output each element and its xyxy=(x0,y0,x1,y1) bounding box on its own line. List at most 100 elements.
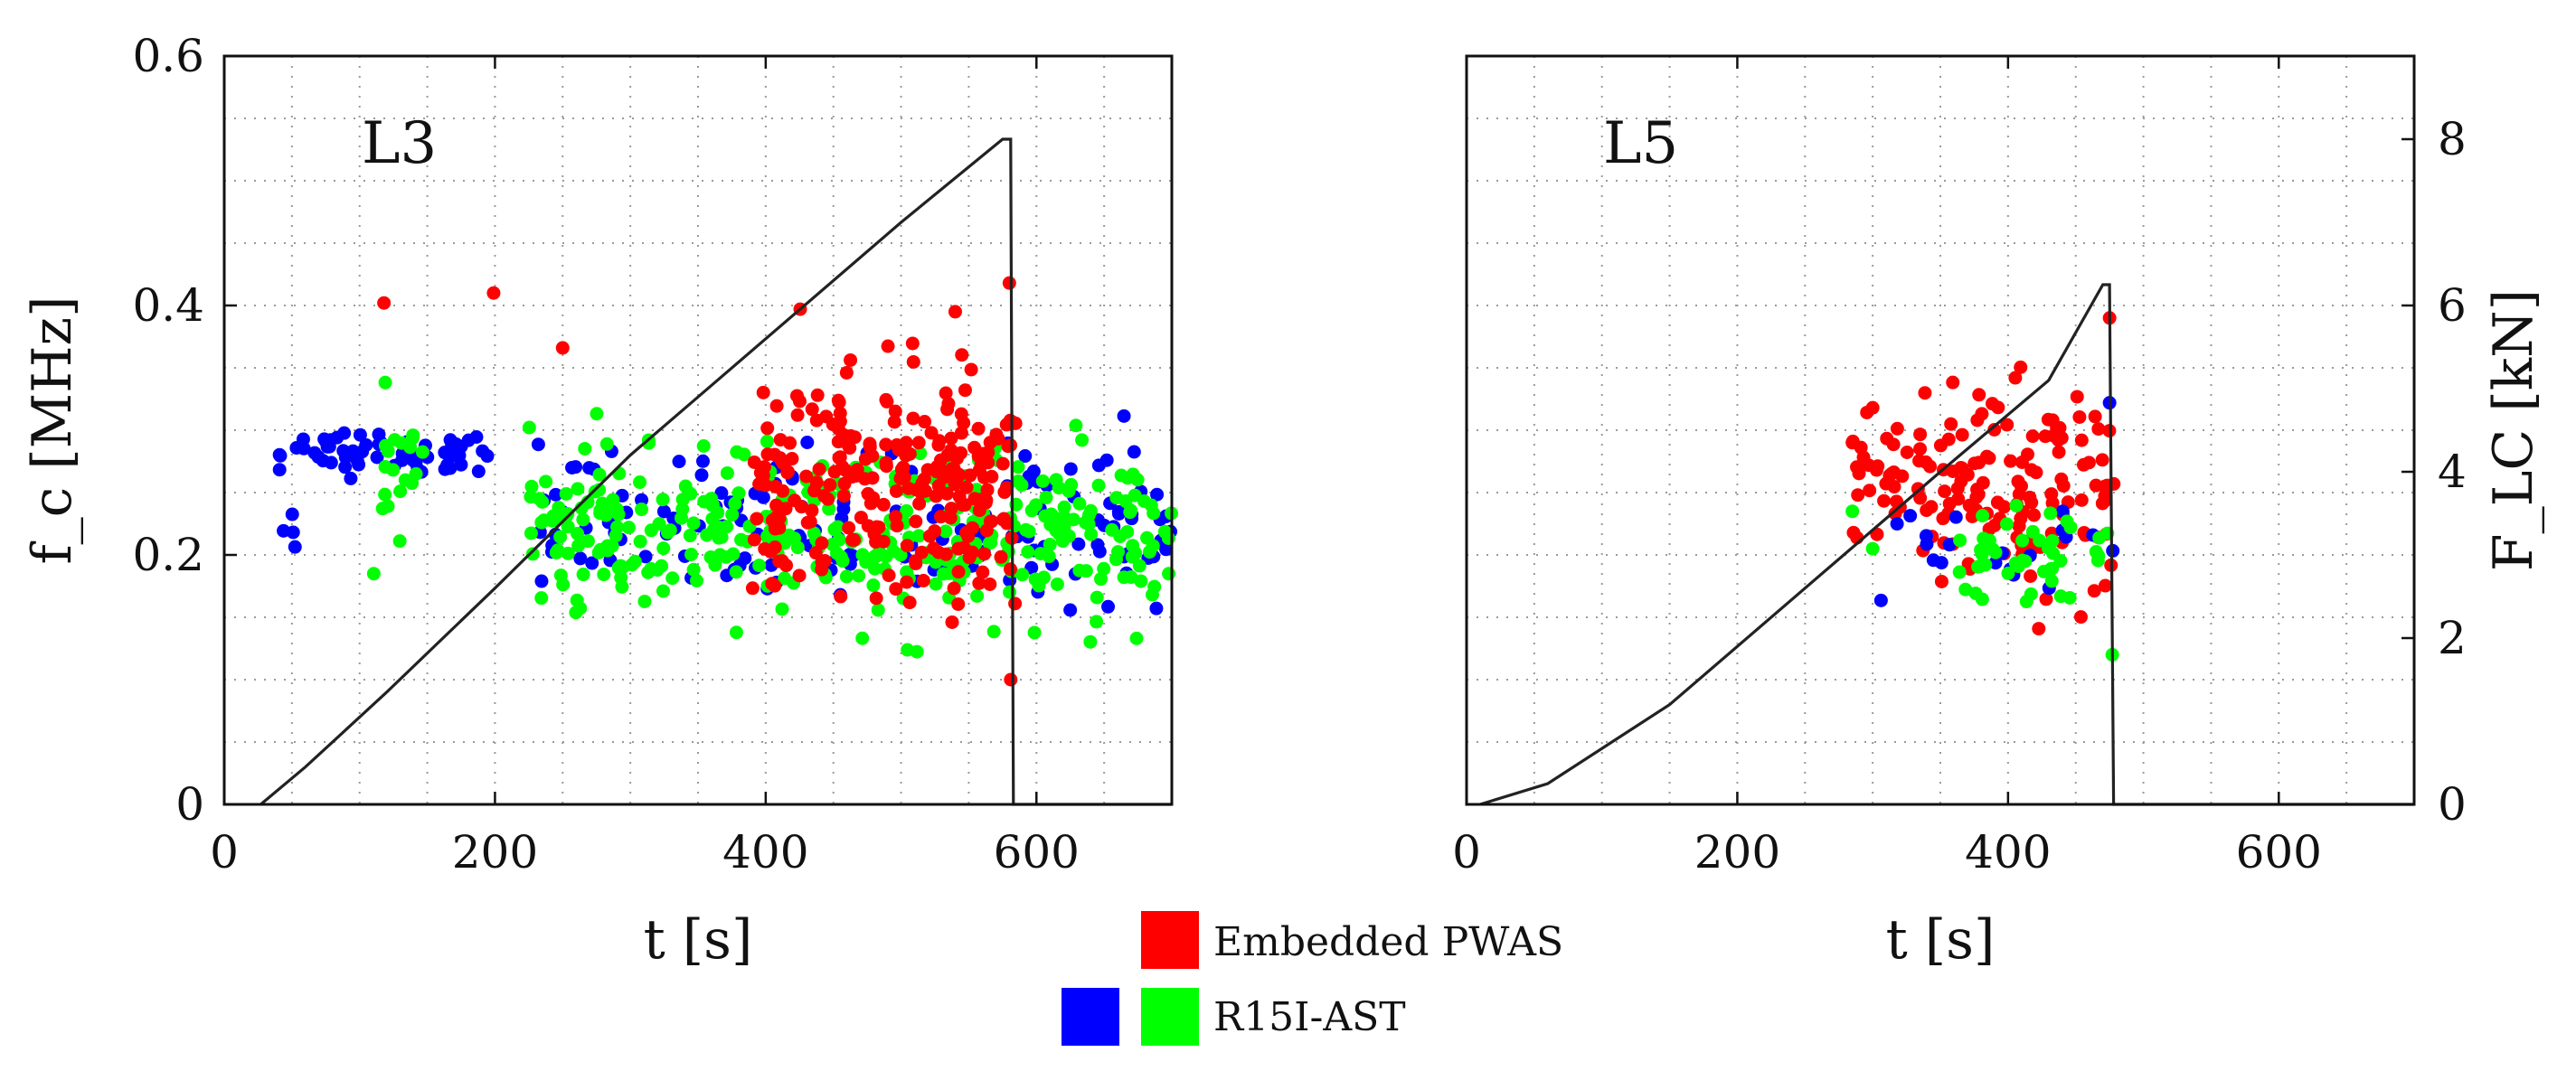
data-point-green xyxy=(612,466,627,481)
data-point-red xyxy=(1886,437,1901,452)
data-point-red xyxy=(892,443,906,457)
data-point-red xyxy=(1972,388,1986,402)
data-point-red xyxy=(857,472,872,486)
data-point-blue xyxy=(1099,453,1114,467)
data-point-red xyxy=(951,565,966,579)
data-point-red xyxy=(831,421,845,436)
data-point-red xyxy=(1850,460,1864,474)
data-point-green xyxy=(2019,595,2033,609)
data-point-green xyxy=(1062,484,1076,498)
data-point-green xyxy=(1003,585,1017,599)
data-point-red xyxy=(1924,500,1939,514)
data-point-blue xyxy=(1149,601,1164,615)
data-point-green xyxy=(525,547,540,561)
data-point-red xyxy=(1863,484,1877,498)
data-point-green xyxy=(1039,491,1053,505)
data-point-red xyxy=(1008,597,1023,611)
data-point-red xyxy=(2014,360,2028,374)
data-point-green xyxy=(539,474,553,489)
data-point-red xyxy=(951,597,966,611)
data-point-red xyxy=(779,559,794,573)
data-point-green xyxy=(633,534,647,549)
data-point-blue xyxy=(1934,556,1949,570)
data-point-green xyxy=(1162,567,1176,581)
data-point-green xyxy=(415,445,429,459)
data-point-blue xyxy=(1150,487,1165,502)
data-point-green xyxy=(388,433,402,447)
data-point-red xyxy=(995,456,1010,471)
data-point-red xyxy=(972,503,986,518)
data-point-red xyxy=(1913,442,1928,456)
data-point-red xyxy=(881,339,895,353)
data-point-red xyxy=(917,472,931,486)
data-point-red xyxy=(944,502,958,516)
x-tick-label: 200 xyxy=(452,826,538,878)
data-point-green xyxy=(1953,533,1967,548)
data-point-green xyxy=(627,554,642,568)
data-point-green xyxy=(1097,561,1111,576)
data-point-green xyxy=(576,512,590,527)
data-point-green xyxy=(663,523,677,538)
data-point-green xyxy=(1052,527,1066,541)
data-point-red xyxy=(981,456,995,470)
data-point-green xyxy=(1117,570,1131,585)
data-point-red xyxy=(821,492,835,506)
data-point-red xyxy=(1918,386,1932,400)
data-point-green xyxy=(2044,574,2059,588)
data-point-blue xyxy=(344,471,358,485)
x-tick-label: 600 xyxy=(2236,826,2322,878)
data-point-red xyxy=(747,532,761,547)
data-point-green xyxy=(1075,433,1090,447)
data-point-green xyxy=(696,438,711,453)
data-point-green xyxy=(1033,547,1048,561)
data-point-blue xyxy=(297,441,311,456)
data-point-green xyxy=(597,568,611,582)
data-point-red xyxy=(869,591,883,606)
data-point-red xyxy=(879,456,893,470)
data-point-blue xyxy=(316,454,330,468)
data-point-red xyxy=(2072,409,2087,424)
data-point-red xyxy=(1845,436,1860,450)
data-point-green xyxy=(559,486,573,501)
data-point-green xyxy=(1845,504,1860,519)
data-point-green xyxy=(621,521,636,535)
data-point-red xyxy=(2039,592,2053,606)
data-point-red xyxy=(844,469,858,484)
data-point-red xyxy=(976,565,990,579)
data-point-green xyxy=(1130,473,1145,487)
data-point-red xyxy=(745,581,760,596)
y-tick-label-left: 0.2 xyxy=(132,529,204,581)
data-point-blue xyxy=(1101,599,1116,614)
data-point-green xyxy=(752,559,767,573)
data-point-green xyxy=(537,513,552,528)
data-point-green xyxy=(599,437,614,451)
legend-swatch-embedded-pwas-red xyxy=(1141,911,1199,969)
data-point-green xyxy=(913,446,928,461)
data-point-green xyxy=(900,565,914,579)
data-point-red xyxy=(835,459,850,474)
data-point-blue xyxy=(582,461,597,475)
data-point-red xyxy=(1851,488,1865,503)
data-point-red xyxy=(905,336,920,351)
data-point-red xyxy=(1900,445,1914,459)
x-tick-label: 0 xyxy=(1452,826,1481,878)
data-point-green xyxy=(656,493,670,507)
legend-label-r15i-ast: R15I-AST xyxy=(1213,994,1406,1040)
data-point-red xyxy=(2095,453,2109,467)
data-point-green xyxy=(729,625,743,640)
data-point-green xyxy=(686,562,701,577)
data-point-green xyxy=(1022,524,1036,539)
data-point-red xyxy=(377,296,392,310)
data-point-red xyxy=(2050,420,2064,435)
y-axis-label-right: F_LC [kN] xyxy=(2482,289,2545,571)
data-point-blue xyxy=(1026,465,1041,479)
data-point-green xyxy=(939,524,953,539)
data-point-red xyxy=(879,437,893,452)
data-point-green xyxy=(911,529,926,543)
data-point-green xyxy=(1014,478,1029,493)
data-point-red xyxy=(900,575,914,589)
data-point-red xyxy=(948,305,962,319)
data-point-green xyxy=(715,521,730,535)
data-point-blue xyxy=(1071,537,1086,551)
